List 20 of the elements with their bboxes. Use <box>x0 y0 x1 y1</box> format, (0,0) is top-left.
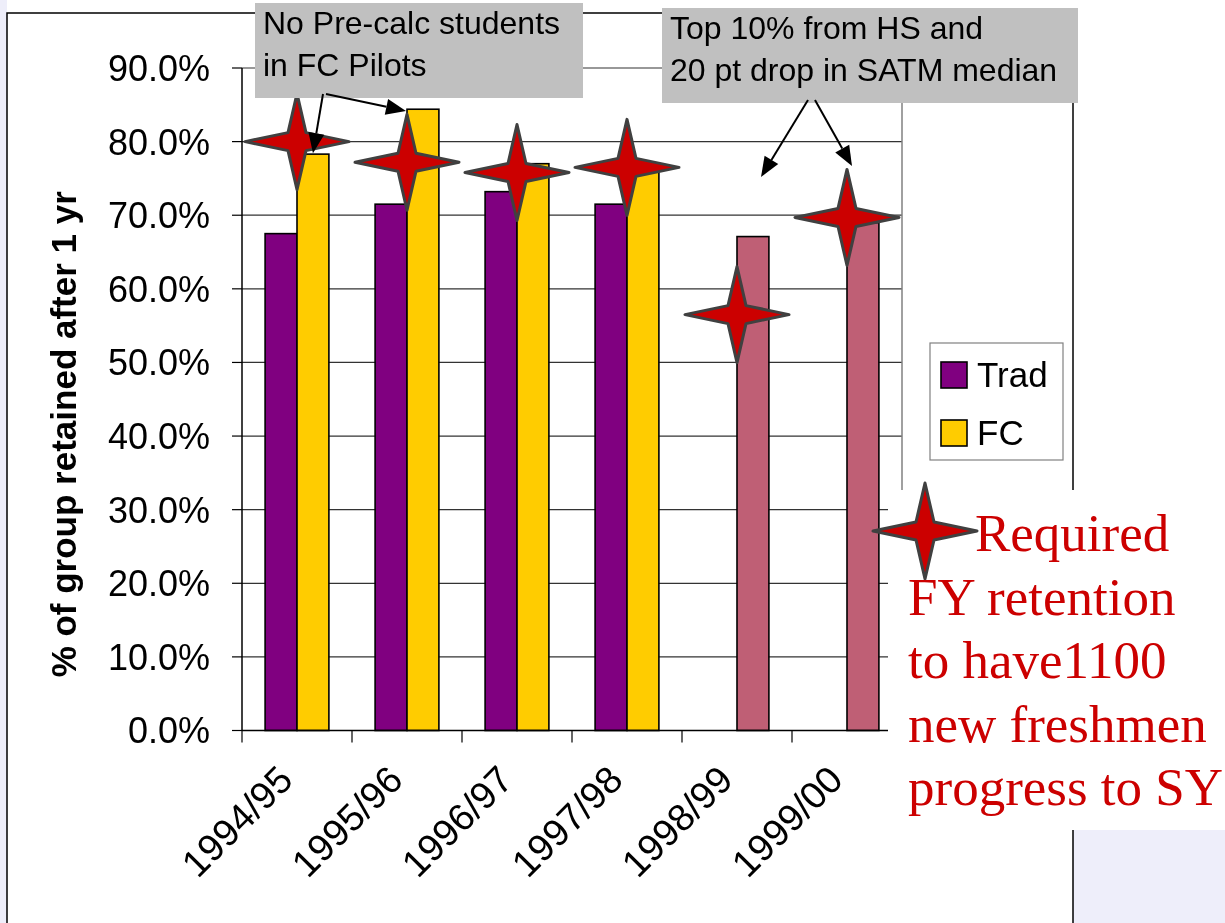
point <box>353 112 461 212</box>
point <box>793 167 901 267</box>
y-tick-label: 40.0% <box>107 416 210 458</box>
point <box>683 265 791 365</box>
point <box>573 117 681 217</box>
y-tick-label: 50.0% <box>107 342 210 384</box>
y-tick-label: 90.0% <box>107 47 210 89</box>
y-tick-label: 0.0% <box>127 710 210 752</box>
y-tick-label: 70.0% <box>107 195 210 237</box>
point <box>463 123 571 223</box>
legend-label: FC <box>977 413 1024 452</box>
legend-label: Trad <box>977 355 1048 394</box>
y-tick-label: 20.0% <box>107 563 210 605</box>
y-tick-label: 80.0% <box>107 121 210 163</box>
y-tick-label: 30.0% <box>107 489 210 531</box>
y-tick-label: 10.0% <box>107 636 210 678</box>
y-axis-title: % of group retained after 1 yr <box>44 190 83 678</box>
y-tick-label: 60.0% <box>107 268 210 310</box>
annotation: Top 10% from HS and 20 pt drop in SATM median <box>670 10 1058 88</box>
annotation: No Pre-calc students in FC Pilots <box>263 5 561 83</box>
